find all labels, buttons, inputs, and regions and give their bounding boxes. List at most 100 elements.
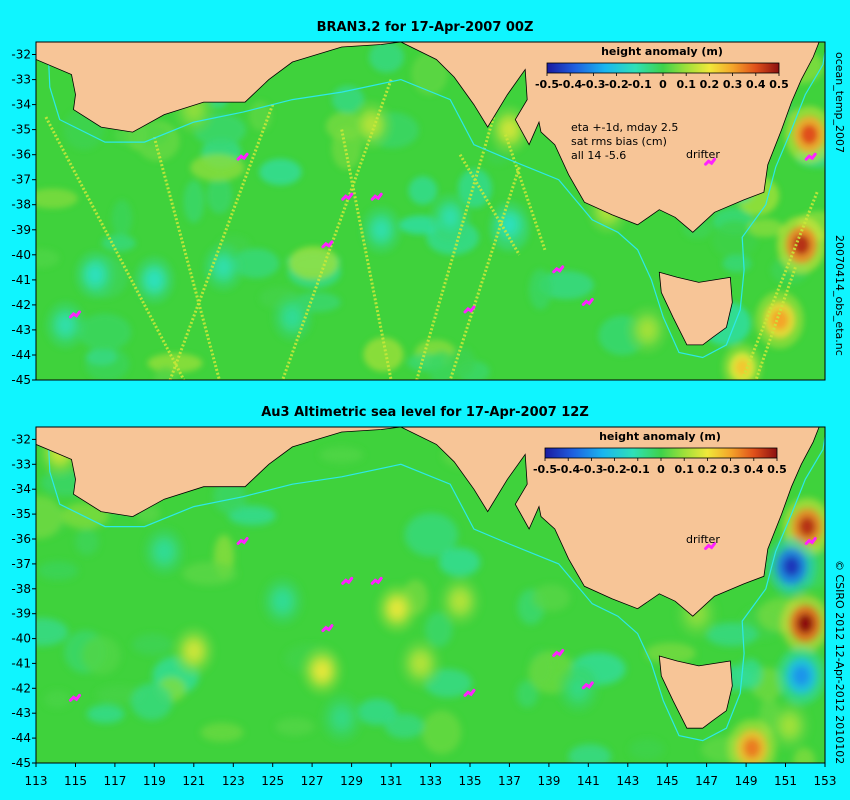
anomaly-eddy [453, 593, 467, 610]
lat-tick-label: -37 [11, 173, 31, 187]
colorbar-tick-label: -0.3 [581, 78, 605, 91]
anomaly-blob [206, 176, 233, 214]
anomaly-blob [190, 154, 245, 182]
colorbar-tick-label: -0.2 [605, 78, 629, 91]
lat-tick-label: -38 [11, 198, 31, 212]
top-satellite-tracks [44, 79, 819, 380]
lon-tick-label: 147 [695, 774, 718, 788]
colorbar-tick-label: -0.3 [579, 463, 603, 476]
anomaly-blob [81, 635, 121, 675]
lon-axis: 113 115 117 119 121 123 125 127 129 131 133 135 137 1… [25, 763, 837, 788]
colorbar-tick-label: 0 [659, 78, 667, 91]
drifter-track [552, 649, 565, 657]
colorbar-tick-label: 0.4 [746, 78, 766, 91]
lon-tick-label: 115 [64, 774, 87, 788]
anomaly-blob [288, 246, 339, 280]
anomaly-blob [132, 633, 173, 656]
drifter-track [236, 537, 249, 545]
anomaly-eddy [743, 738, 761, 759]
lat-tick-label: -36 [11, 532, 31, 546]
lat-tick-label: -34 [11, 98, 31, 112]
anomaly-blob [516, 680, 538, 708]
bottom-drifter-markers [69, 537, 817, 702]
lon-tick-label: 135 [459, 774, 482, 788]
satellite-track [340, 129, 393, 380]
anomaly-blob [421, 710, 462, 755]
lat-tick-label: -33 [11, 73, 31, 87]
lat-tick-label: -40 [11, 632, 31, 646]
anomaly-blob [213, 479, 247, 514]
anomaly-eddy [800, 124, 818, 145]
colorbar-tick-label: 0.4 [744, 463, 764, 476]
lon-tick-label: 129 [340, 774, 363, 788]
drifter-track [236, 152, 249, 161]
colorbar-tick-label: -0.4 [558, 78, 582, 91]
anomaly-blob [78, 313, 132, 351]
anomaly-blob [528, 269, 552, 310]
colorbar-tick-label: 0.3 [721, 463, 741, 476]
drifter-track [463, 305, 476, 314]
lat-tick-label: -44 [11, 731, 31, 745]
anomaly-eddy [443, 209, 458, 226]
top-lat-axis: -32 -33 -34 -35 -36 -37 -38 -39 -40 -41 -42 -43 -44 -… [11, 48, 36, 387]
anomaly-blob [458, 168, 492, 208]
anomaly-eddy [782, 717, 797, 734]
lat-tick-label: -35 [11, 507, 31, 521]
lat-tick-label: -32 [11, 48, 31, 62]
anomaly-blob [319, 446, 364, 464]
anomaly-blob [438, 547, 481, 577]
colorbar-tick-label: 0.1 [676, 78, 696, 91]
lon-tick-label: 117 [103, 774, 126, 788]
anomaly-blob [568, 744, 612, 763]
colorbar-tick-label: 0.3 [723, 78, 743, 91]
anomaly-eddy [275, 593, 290, 610]
lat-tick-label: -41 [11, 656, 31, 670]
anomaly-eddy [640, 321, 655, 339]
anomaly-blob [428, 350, 456, 380]
satellite-track [281, 79, 393, 380]
anomaly-blob [538, 270, 594, 300]
anomaly-blob [357, 698, 397, 726]
bottom-map-panel [36, 427, 825, 763]
anomaly-blob [232, 248, 280, 279]
lon-tick-label: 153 [814, 774, 837, 788]
anomaly-eddy [285, 309, 300, 326]
anomaly-eddy [58, 316, 73, 334]
top-side-label-lower: 20070414_obs_eta.nc [833, 235, 846, 356]
anomaly-eddy [186, 642, 201, 660]
top-colorbar-ramp [546, 62, 780, 74]
drifter-track [370, 576, 383, 585]
satellite-track [448, 166, 521, 380]
bottom-drifter-label: drifter [686, 533, 720, 546]
lat-tick-label: -40 [11, 248, 31, 262]
drifter-track [804, 152, 817, 161]
bottom-colorbar-title: height anomaly (m) [599, 430, 721, 443]
anomaly-blob [747, 218, 784, 238]
drifter-track [341, 192, 354, 201]
top-colorbar: height anomaly (m) -0.5 -0.4 -0.3 -0.2 -0.1 0… [535, 45, 789, 91]
colorbar-tick-label: -0.5 [535, 78, 559, 91]
top-panel-title: BRAN3.2 for 17-Apr-2007 00Z [317, 20, 534, 35]
anomaly-eddy [502, 216, 517, 233]
top-info-line2: sat rms bias (cm) [571, 135, 667, 148]
anomaly-blob [86, 704, 125, 724]
anomaly-eddy [783, 556, 800, 577]
anomaly-blob [36, 188, 78, 209]
drifter-track [69, 310, 81, 319]
lon-tick-label: 127 [301, 774, 324, 788]
top-drifter-markers [69, 152, 817, 319]
drifter-track [341, 576, 354, 585]
colorbar-tick-label: -0.2 [603, 463, 627, 476]
anomaly-eddy [334, 710, 349, 727]
lat-tick-label: -45 [11, 756, 31, 770]
bottom-australia-land [36, 427, 825, 617]
anomaly-blob [249, 100, 272, 131]
drifter-track [69, 693, 81, 702]
anomaly-blob [131, 683, 173, 721]
anomaly-blob [200, 722, 244, 742]
top-shelf-contour [47, 42, 825, 359]
top-side-label-upper: ocean_temp_2007 [833, 52, 846, 153]
colorbar-tick-label: 0.5 [767, 463, 787, 476]
anomaly-eddy [413, 655, 428, 672]
